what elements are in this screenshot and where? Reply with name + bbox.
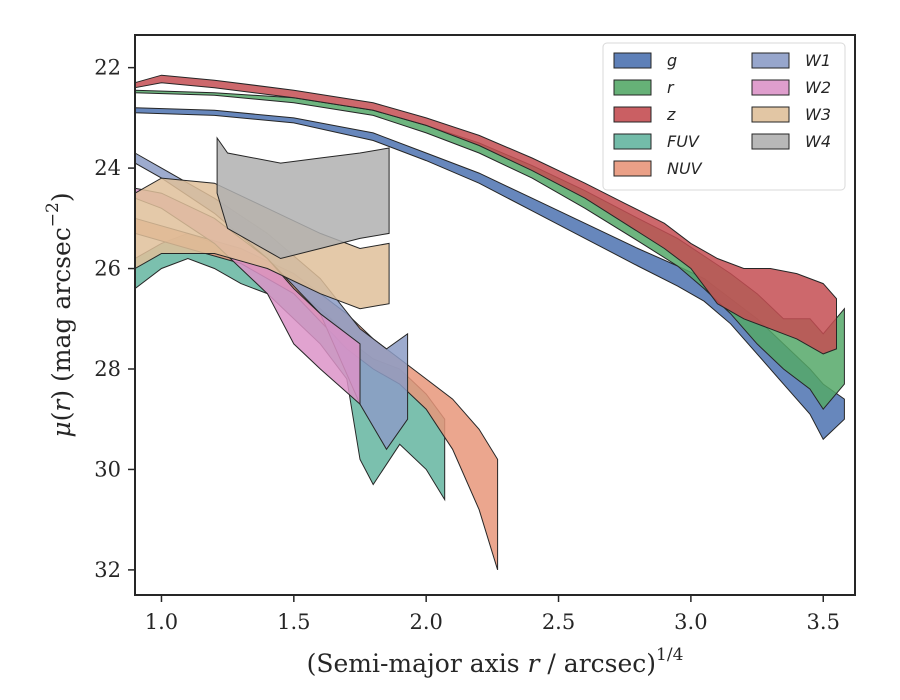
y-tick-label: 32: [94, 558, 121, 582]
band-z: [134, 74, 837, 355]
legend-item-nuv: NUV: [613, 159, 703, 178]
x-tick-label: 3.5: [807, 610, 840, 634]
legend-swatch: [613, 160, 652, 177]
legend-label: g: [667, 51, 677, 70]
legend-label: FUV: [667, 132, 700, 151]
legend-label: W1: [805, 51, 831, 70]
y-tick-label: 24: [94, 156, 121, 180]
y-axis-label: μ(r) (mag arcsec−2): [43, 192, 76, 437]
legend-item-r: r: [613, 78, 675, 97]
legend-item-g: g: [613, 51, 677, 70]
y-tick-label: 30: [94, 457, 121, 481]
legend-swatch: [613, 106, 652, 123]
x-tick-label: 1.5: [277, 610, 310, 634]
y-axis: 22 24 26 28 30 32: [94, 56, 135, 582]
y-tick-label: 26: [94, 257, 121, 281]
legend-label: W2: [805, 78, 831, 97]
band-g: [134, 107, 845, 441]
legend-label: W4: [805, 132, 831, 151]
x-axis-label: (Semi-major axis r / arcsec)1/4: [307, 645, 684, 678]
legend-swatch: [751, 133, 790, 150]
legend-item-w3: W3: [751, 105, 831, 124]
x-tick-label: 2.5: [542, 610, 575, 634]
legend-label: r: [667, 78, 675, 97]
legend-label: W3: [805, 105, 831, 124]
legend-swatch: [751, 52, 790, 69]
y-tick-label: 28: [94, 357, 121, 381]
legend-swatch: [613, 79, 652, 96]
legend-item-fuv: FUV: [613, 132, 700, 151]
legend-item-w2: W2: [751, 78, 831, 97]
band-w4: [216, 136, 390, 260]
legend-swatch: [613, 52, 652, 69]
legend-swatch: [751, 106, 790, 123]
y-tick-label: 22: [94, 56, 121, 80]
x-tick-label: 2.0: [409, 610, 442, 634]
legend: grz FUV NUV W1 W2 W3 W4: [602, 42, 846, 191]
profile-bands: [134, 74, 845, 571]
legend-item-z: z: [613, 105, 676, 124]
legend-label: NUV: [667, 159, 703, 178]
plot-frame: [134, 34, 856, 596]
legend-item-w4: W4: [751, 132, 831, 151]
x-tick-label: 3.0: [674, 610, 707, 634]
legend-swatch: [751, 79, 790, 96]
x-tick-label: 1.0: [145, 610, 178, 634]
x-axis: 1.0 1.5 2.0 2.5 3.0 3.5: [145, 595, 840, 634]
legend-label: z: [666, 105, 676, 124]
legend-item-w1: W1: [751, 51, 831, 70]
legend-swatch: [613, 133, 652, 150]
